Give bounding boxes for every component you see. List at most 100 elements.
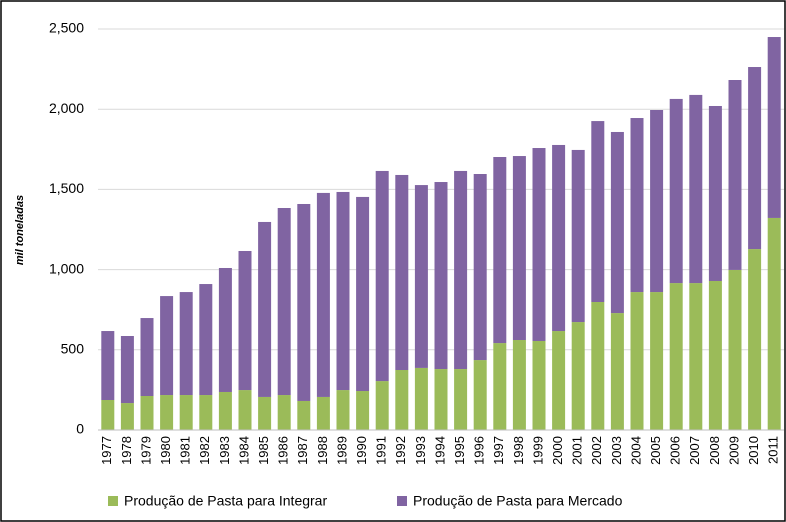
bar-segment [140, 395, 154, 430]
x-tick-label: 2011 [766, 436, 781, 464]
bar-segment [512, 340, 526, 430]
bar-segment [532, 148, 546, 341]
bar-segment [708, 280, 722, 430]
bar-segment [218, 391, 232, 430]
bar-segment [316, 396, 330, 430]
x-tick-label: 1981 [178, 436, 193, 465]
bar-segment [767, 217, 781, 430]
x-tick-label: 1990 [354, 436, 369, 465]
legend-label: Produção de Pasta para Mercado [413, 493, 623, 509]
x-tick-label: 1985 [256, 436, 271, 465]
x-tick-label: 1991 [374, 436, 389, 465]
bar-segment [748, 67, 762, 250]
bar-segment [493, 156, 507, 344]
y-tick-label: 2,000 [49, 100, 84, 116]
bar-segment [356, 196, 370, 392]
bar-segment [160, 395, 174, 430]
bar-segment [473, 174, 487, 361]
x-tick-label: 1983 [217, 436, 232, 465]
bar-segment [434, 182, 448, 370]
bar-segment [571, 322, 585, 430]
bar-segment [512, 156, 526, 341]
bar-segment [140, 318, 154, 396]
bar-segment [316, 192, 330, 397]
bar-segment [571, 149, 585, 323]
bar-segment [689, 283, 703, 430]
bar-segment [414, 367, 428, 430]
bar-segment [650, 292, 664, 430]
x-tick-label: 1995 [452, 436, 467, 465]
bar-segment [630, 292, 644, 430]
bar-segment [669, 98, 683, 284]
bar-segment [552, 331, 566, 430]
y-axis-label: mil toneladas [14, 195, 26, 265]
bar-segment [395, 370, 409, 430]
bar-segment [297, 400, 311, 430]
bar-segment [591, 302, 605, 430]
x-tick-label: 1989 [334, 436, 349, 465]
bar-segment [199, 395, 213, 430]
x-tick-label: 1994 [432, 436, 447, 465]
bar-segment [101, 331, 115, 401]
y-tick-label: 500 [61, 341, 85, 357]
bar-segment [179, 395, 193, 430]
bar-segment [395, 174, 409, 371]
bar-segment [708, 105, 722, 281]
bar-segment [473, 360, 487, 430]
y-tick-label: 1,500 [49, 180, 84, 196]
bar-segment [277, 208, 291, 396]
legend-label: Produção de Pasta para Integrar [124, 493, 327, 509]
bar-segment [630, 118, 644, 293]
bar-segment [336, 390, 350, 430]
y-tick-label: 1,000 [49, 260, 84, 276]
x-tick-label: 2008 [707, 436, 722, 465]
bar-segment [650, 110, 664, 293]
x-tick-label: 1979 [138, 436, 153, 465]
bar-segment [434, 369, 448, 430]
bar-segment [610, 313, 624, 430]
x-tick-label: 1980 [158, 436, 173, 465]
bar-segment [669, 283, 683, 430]
bar-segment [277, 395, 291, 430]
y-tick-label: 2,500 [49, 20, 84, 36]
bar-segment [532, 340, 546, 430]
x-tick-label: 1982 [197, 436, 212, 465]
bar-segment [552, 144, 566, 332]
bar-segment [610, 131, 624, 314]
bar-segment [375, 381, 389, 430]
x-tick-label: 2002 [589, 436, 604, 465]
bar-segment [160, 296, 174, 396]
y-tick-label: 0 [76, 421, 84, 437]
bar-segment [336, 191, 350, 391]
x-tick-label: 1992 [393, 436, 408, 465]
bar-segment [454, 170, 468, 370]
x-tick-label: 1999 [530, 436, 545, 465]
bar-segment [414, 185, 428, 368]
bar-segment [728, 80, 742, 270]
x-tick-label: 2005 [648, 436, 663, 465]
x-tick-label: 2007 [687, 436, 702, 465]
bar-segment [591, 121, 605, 303]
x-tick-label: 2004 [628, 436, 643, 465]
bar-segment [767, 37, 781, 218]
bar-segment [297, 203, 311, 401]
bar-segment [238, 250, 252, 391]
x-tick-label: 1998 [511, 436, 526, 465]
x-tick-label: 1986 [276, 436, 291, 465]
x-tick-label: 1993 [413, 436, 428, 465]
bar-segment [748, 249, 762, 430]
x-tick-label: 1977 [99, 436, 114, 465]
x-tick-label: 1984 [236, 436, 251, 465]
bar-segment [728, 269, 742, 430]
bar-segment [493, 343, 507, 430]
x-tick-label: 2009 [726, 436, 741, 465]
x-tick-label: 1997 [491, 436, 506, 465]
bar-segment [101, 400, 115, 430]
x-tick-label: 2001 [570, 436, 585, 465]
bar-segment [356, 391, 370, 430]
bar-segment [375, 170, 389, 382]
x-tick-label: 2003 [609, 436, 624, 465]
bar-segment [454, 369, 468, 430]
bar-segment [199, 284, 213, 396]
